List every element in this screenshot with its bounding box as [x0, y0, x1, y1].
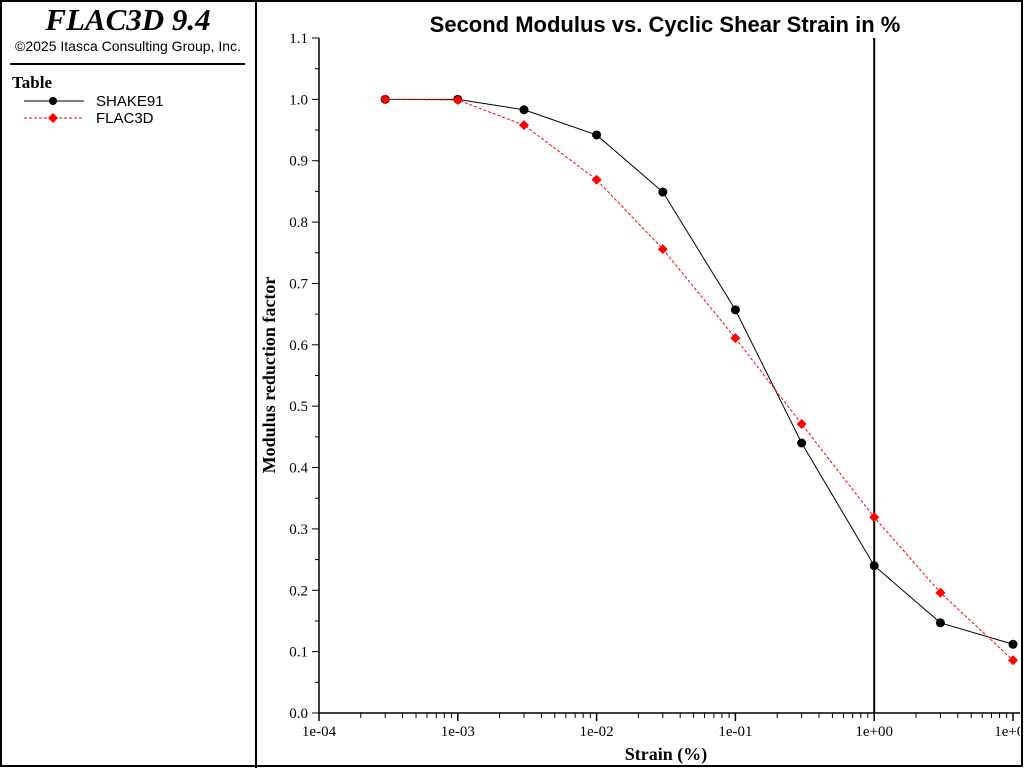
legend-shake91: SHAKE91 — [24, 93, 164, 110]
y-tick-label: 0.7 — [289, 276, 308, 292]
legend-diamond-marker — [48, 113, 58, 123]
x-tick-label: 1e-01 — [718, 724, 752, 740]
y-tick-label: 0.3 — [289, 522, 308, 538]
y-tick-label: 0.8 — [289, 215, 308, 231]
x-tick-label: 1e-02 — [580, 724, 614, 740]
legend-heading: Table — [12, 73, 52, 92]
y-tick-label: 1.0 — [289, 92, 308, 108]
data-point — [935, 618, 945, 628]
data-point — [452, 94, 463, 105]
data-point — [869, 561, 879, 571]
data-point — [519, 120, 530, 131]
x-tick-label: 1e-04 — [302, 724, 337, 740]
data-point — [519, 105, 529, 115]
data-point — [592, 130, 602, 140]
legend-label: FLAC3D — [96, 110, 154, 127]
y-tick-label: 0.5 — [289, 399, 308, 415]
data-point — [797, 438, 807, 448]
x-axis-label: Strain (%) — [625, 744, 708, 765]
data-point — [657, 244, 668, 255]
y-tick-label: 0.9 — [289, 154, 308, 170]
y-tick-label: 0.4 — [289, 461, 308, 477]
data-point — [935, 587, 946, 598]
y-tick-label: 0.6 — [289, 338, 308, 354]
series-line-shake91 — [385, 98, 1014, 645]
data-point — [730, 333, 741, 344]
legend-flac3d: FLAC3D — [24, 110, 154, 127]
data-point — [1008, 655, 1018, 666]
legend-circle-marker — [49, 97, 57, 105]
data-point — [380, 94, 391, 105]
data-point — [869, 512, 880, 523]
y-tick-label: 0.1 — [289, 645, 308, 661]
series-line-flac3d — [385, 98, 1014, 661]
y-tick-label: 0.2 — [289, 583, 308, 599]
copyright: ©2025 Itasca Consulting Group, Inc. — [15, 38, 241, 54]
x-tick-label: 1e-03 — [441, 724, 475, 740]
x-tick-label: 1e+00 — [855, 724, 893, 740]
data-point — [1008, 639, 1018, 649]
data-point — [730, 305, 740, 315]
data-point — [591, 174, 602, 185]
x-tick-label: 1e+01 — [994, 724, 1024, 740]
legend-label: SHAKE91 — [96, 93, 164, 110]
data-point — [658, 187, 668, 197]
data-point — [796, 418, 807, 429]
y-tick-label: 1.1 — [289, 31, 308, 47]
app-title: FLAC3D 9.4 — [44, 2, 210, 37]
y-axis-label: Modulus reduction factor — [259, 277, 279, 474]
y-tick-label: 0.0 — [289, 706, 308, 722]
chart-title: Second Modulus vs. Cyclic Shear Strain i… — [430, 12, 901, 37]
